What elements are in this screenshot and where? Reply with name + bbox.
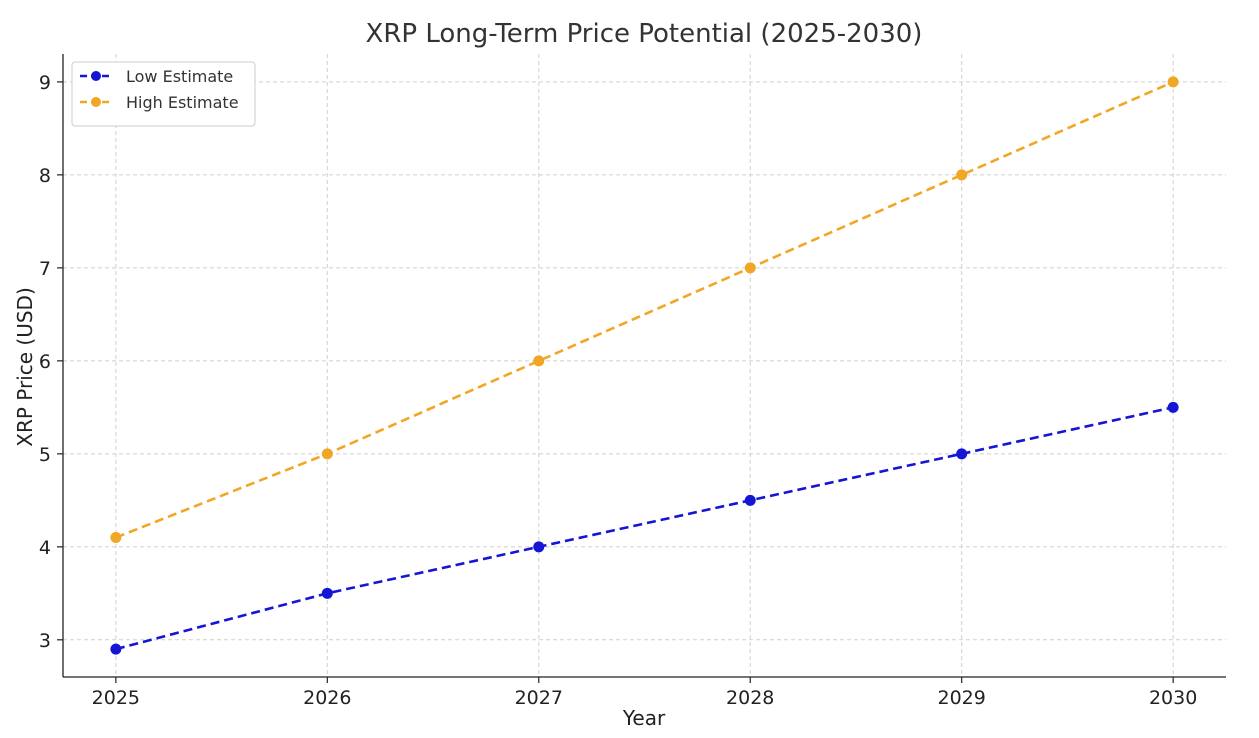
- x-tick-label: 2026: [303, 687, 351, 709]
- legend-marker: [91, 71, 101, 81]
- data-point: [744, 494, 756, 506]
- legend: Low Estimate High Estimate: [71, 61, 256, 127]
- axes: [62, 54, 1226, 678]
- data-point: [321, 448, 333, 460]
- legend-marker: [91, 97, 101, 107]
- x-tick-label: 2028: [726, 687, 774, 709]
- y-tick-label: 9: [39, 72, 51, 94]
- x-axis-label: Year: [622, 706, 666, 730]
- chart-title: XRP Long-Term Price Potential (2025-2030…: [366, 19, 923, 49]
- legend-frame: [71, 61, 256, 127]
- y-tick-label: 4: [39, 537, 51, 559]
- series-high-estimate: [110, 76, 1179, 544]
- data-point: [321, 587, 333, 599]
- y-axis-label: XRP Price (USD): [13, 287, 37, 447]
- legend-label: Low Estimate: [126, 67, 233, 86]
- y-tick-label: 7: [39, 258, 51, 280]
- y-tick-label: 5: [39, 444, 51, 466]
- data-point: [533, 355, 545, 367]
- series-group: [110, 76, 1179, 655]
- series-low-estimate: [110, 401, 1179, 655]
- legend-item: Low Estimate: [80, 67, 233, 86]
- data-point: [110, 643, 122, 655]
- data-point: [744, 262, 756, 274]
- series-line: [115, 80, 1174, 539]
- x-tick-label: 2025: [92, 687, 140, 709]
- legend-item: High Estimate: [80, 93, 239, 112]
- x-ticks: 2025 2026 2027 2028 2029 2030: [92, 677, 1197, 709]
- grid: [63, 54, 1226, 677]
- x-tick-label: 2027: [515, 687, 563, 709]
- x-tick-label: 2030: [1149, 687, 1197, 709]
- y-tick-label: 3: [39, 630, 51, 652]
- legend-label: High Estimate: [126, 93, 239, 112]
- y-tick-label: 6: [39, 351, 51, 373]
- data-point: [1167, 401, 1179, 413]
- x-tick-label: 2029: [938, 687, 986, 709]
- data-point: [956, 169, 968, 181]
- data-point: [956, 448, 968, 460]
- data-point: [1167, 76, 1179, 88]
- data-point: [110, 532, 122, 544]
- series-line: [115, 406, 1174, 651]
- data-point: [533, 541, 545, 553]
- y-tick-label: 8: [39, 165, 51, 187]
- y-ticks: 3 4 5 6 7 8 9: [39, 72, 63, 652]
